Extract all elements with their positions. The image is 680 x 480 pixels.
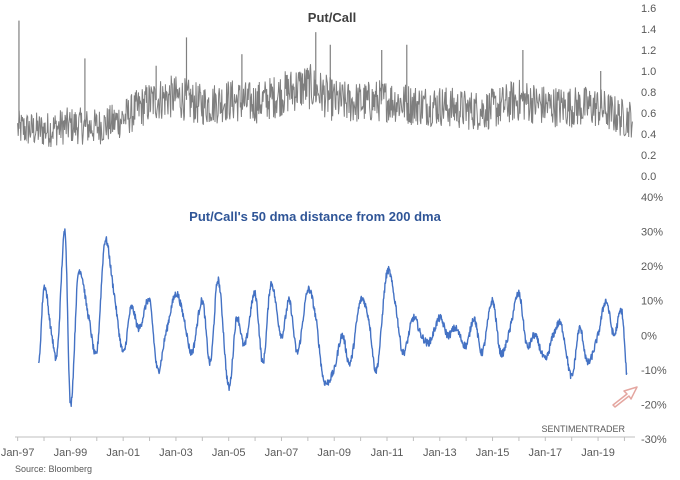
dma-distance-title: Put/Call's 50 dma distance from 200 dma (189, 209, 441, 224)
y-tick-label: -30% (641, 434, 667, 446)
highlight-arrow (612, 386, 638, 408)
y-tick-label: 40% (641, 192, 663, 204)
y-tick-label: 20% (641, 261, 663, 273)
x-tick-label: Jan-09 (317, 447, 351, 459)
y-tick-label: 10% (641, 296, 663, 308)
x-tick-label: Jan-99 (54, 447, 88, 459)
x-tick-label: Jan-03 (159, 447, 193, 459)
put-call-title: Put/Call (308, 10, 356, 25)
y-tick-label: 0.0 (641, 171, 656, 183)
x-tick-label: Jan-97 (1, 447, 35, 459)
x-tick-label: Jan-17 (528, 447, 562, 459)
y-tick-label: 1.4 (641, 24, 656, 36)
y-tick-label: 0.6 (641, 108, 656, 120)
x-tick-label: Jan-13 (423, 447, 457, 459)
watermark: SENTIMENTRADER (541, 424, 625, 434)
bottom-y-tick-labels: 40% 30% 20% 10% 0% -10% -20% -30% (641, 192, 667, 446)
x-tick-label: Jan-01 (106, 447, 140, 459)
y-tick-label: 0.4 (641, 129, 656, 141)
y-tick-label: 0% (641, 330, 657, 342)
x-tick-label: Jan-05 (212, 447, 246, 459)
x-tick-label: Jan-07 (265, 447, 299, 459)
y-tick-label: 0.8 (641, 87, 656, 99)
y-tick-label: 0.2 (641, 150, 656, 162)
put-call-series (17, 20, 633, 148)
dma-distance-line (38, 228, 628, 407)
x-tick-labels: Jan-97 Jan-99 Jan-01 Jan-03 Jan-05 Jan-07 Jan-… (1, 447, 615, 459)
y-tick-label: -10% (641, 365, 667, 377)
source-note: Source: Bloomberg (15, 464, 92, 474)
y-tick-label: 30% (641, 227, 663, 239)
top-y-tick-labels: 1.6 1.4 1.2 1.0 0.8 0.6 0.4 0.2 0.0 (641, 3, 656, 183)
dma-distance-series (38, 228, 628, 407)
x-tick-label: Jan-19 (581, 447, 615, 459)
y-tick-label: 1.6 (641, 3, 656, 15)
x-tick-label: Jan-11 (371, 447, 404, 459)
y-tick-label: 1.0 (641, 66, 656, 78)
x-tick-marks (17, 437, 625, 441)
y-tick-label: 1.2 (641, 45, 656, 57)
x-tick-label: Jan-15 (476, 447, 510, 459)
y-tick-label: -20% (641, 399, 667, 411)
put-call-line (17, 64, 633, 148)
